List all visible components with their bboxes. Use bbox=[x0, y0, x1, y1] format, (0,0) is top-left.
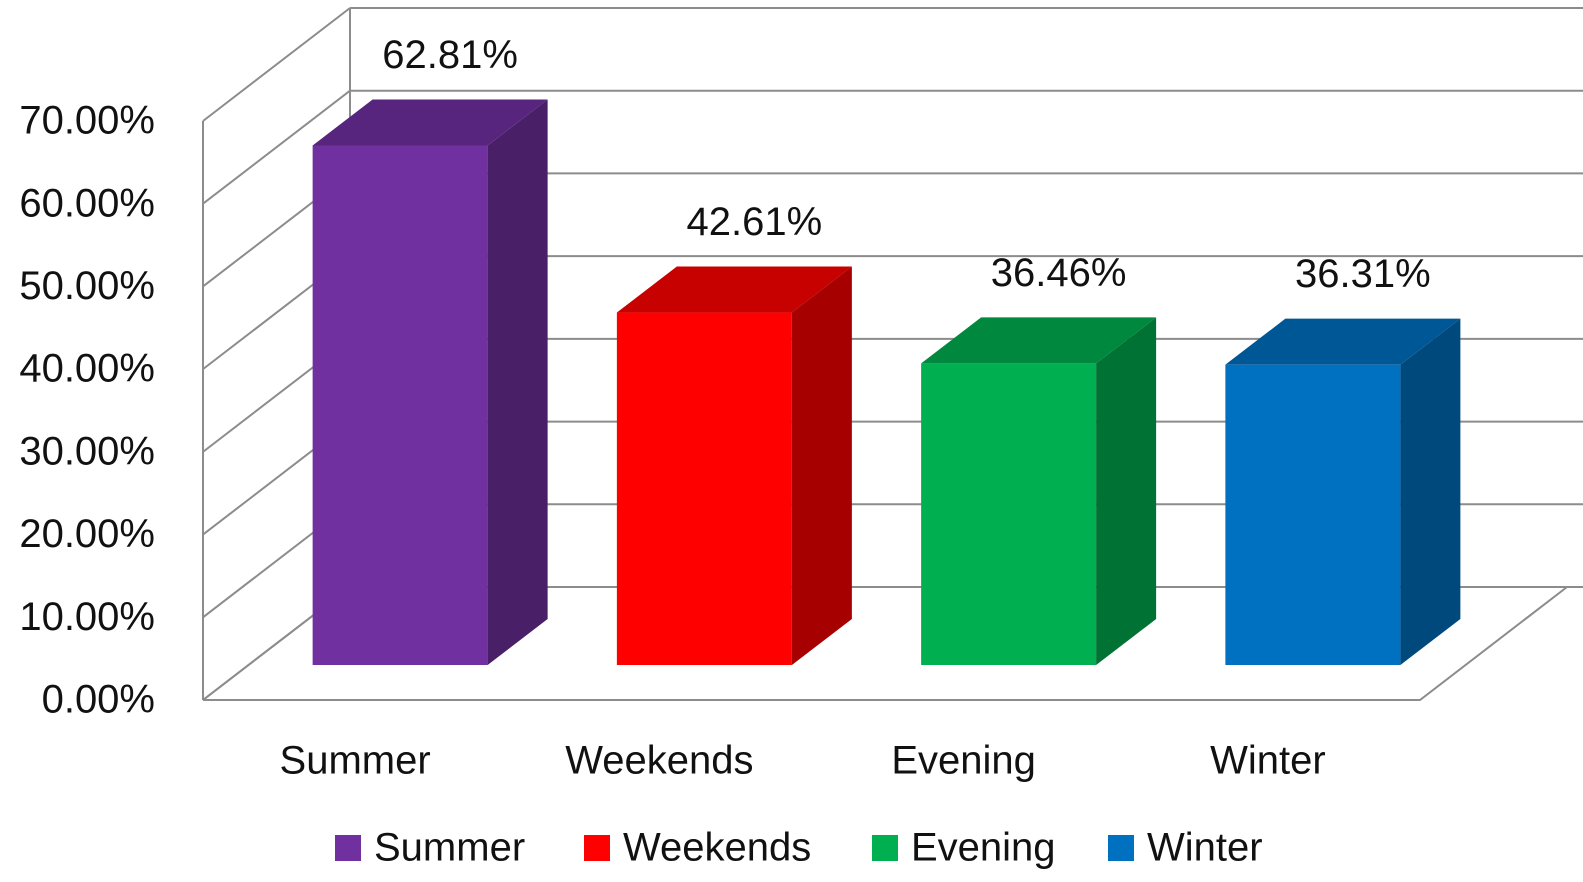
legend-label: Evening bbox=[911, 826, 1056, 870]
data-label: 62.81% bbox=[382, 33, 518, 77]
y-tick-label: 50.00% bbox=[19, 264, 155, 308]
bar bbox=[312, 145, 488, 666]
legend-label: Weekends bbox=[623, 826, 811, 870]
legend-label: Summer bbox=[374, 826, 525, 870]
bar-top bbox=[921, 317, 1157, 364]
bar-side bbox=[1400, 318, 1461, 665]
data-label: 42.61% bbox=[687, 200, 823, 244]
grid-line bbox=[202, 7, 351, 122]
bar-side bbox=[1096, 317, 1157, 665]
legend-swatch bbox=[584, 835, 610, 861]
y-tick-label: 70.00% bbox=[19, 99, 155, 143]
legend-swatch bbox=[1108, 835, 1134, 861]
bar-side bbox=[791, 266, 852, 665]
y-tick-label: 10.00% bbox=[19, 595, 155, 639]
legend-swatch bbox=[872, 835, 898, 861]
bar bbox=[1225, 364, 1401, 665]
legend-label: Winter bbox=[1147, 826, 1263, 870]
data-label: 36.31% bbox=[1295, 252, 1431, 296]
bar bbox=[616, 312, 792, 665]
legend-swatch bbox=[335, 835, 361, 861]
grid-line bbox=[202, 89, 351, 205]
data-label: 36.46% bbox=[991, 251, 1127, 295]
bar-top bbox=[1225, 318, 1461, 365]
bar bbox=[921, 363, 1097, 665]
y-tick-label: 60.00% bbox=[19, 181, 155, 225]
y-tick-label: 40.00% bbox=[19, 347, 155, 391]
bar-side bbox=[487, 99, 548, 666]
y-tick-label: 30.00% bbox=[19, 429, 155, 473]
x-tick-label: Winter bbox=[1210, 739, 1326, 783]
bar-top bbox=[312, 99, 548, 146]
x-tick-label: Weekends bbox=[565, 739, 753, 783]
y-tick-label: 0.00% bbox=[42, 678, 155, 722]
x-tick-label: Evening bbox=[891, 739, 1036, 783]
y-tick-label: 20.00% bbox=[19, 512, 155, 556]
x-tick-label: Summer bbox=[280, 739, 431, 783]
bar-top bbox=[616, 266, 852, 313]
